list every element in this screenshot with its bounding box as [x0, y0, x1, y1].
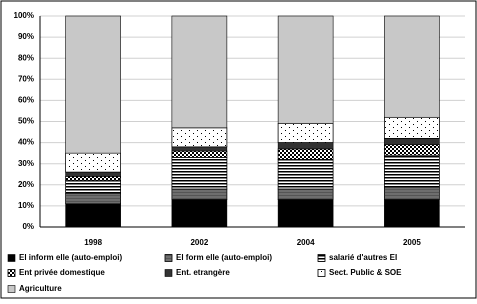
- bar-texture: [65, 176, 121, 181]
- y-tick-label: 0%: [22, 222, 34, 231]
- bar-texture: [384, 154, 440, 188]
- legend-label: Ent privée domestique: [19, 268, 105, 277]
- bar-texture: [277, 148, 334, 160]
- bar-texture: [277, 159, 334, 190]
- legend-texture: [317, 269, 326, 277]
- bar-texture: [171, 157, 228, 190]
- y-tick-label: 70%: [18, 74, 34, 83]
- bar-segment: [384, 199, 440, 228]
- x-tick-label: 2004: [297, 238, 315, 247]
- y-tick-label: 20%: [18, 180, 34, 189]
- y-tick-label: 60%: [18, 96, 34, 105]
- bar-segment: [384, 138, 440, 146]
- x-tick-label: 2005: [403, 238, 421, 247]
- bar-segment: [65, 171, 121, 177]
- legend-label: salarié d'autres EI: [329, 253, 397, 262]
- y-tick-label: 10%: [18, 201, 34, 210]
- legend-label: El form elle (auto-emploi): [176, 253, 272, 262]
- y-tick-label: 40%: [18, 138, 34, 147]
- bar-segment: [277, 199, 334, 228]
- bar-texture: [171, 188, 228, 200]
- bar-texture: [277, 188, 334, 200]
- y-tick-label: 30%: [18, 159, 34, 168]
- bar-segment: [384, 15, 440, 118]
- bar-texture: [65, 180, 121, 194]
- bar-texture: [65, 192, 121, 205]
- y-tick-label: 80%: [18, 53, 34, 62]
- y-tick-label: 90%: [18, 32, 34, 41]
- bar-segment: [171, 146, 228, 152]
- y-tick-label: 100%: [14, 11, 34, 20]
- legend-swatch: [7, 285, 16, 293]
- legend-label: El inform elle (auto-emploi): [19, 253, 122, 262]
- bar-segment: [65, 203, 121, 228]
- x-tick-label: 1998: [84, 238, 102, 247]
- bar-segment: [277, 15, 334, 124]
- bar-texture: [384, 116, 440, 139]
- x-tick-label: 2002: [190, 238, 208, 247]
- bar-texture: [65, 152, 121, 173]
- legend-swatch: [164, 269, 173, 277]
- bar-segment: [171, 15, 228, 129]
- legend-label: Agriculture: [19, 284, 62, 293]
- legend-label: Ent. etrangère: [176, 268, 230, 277]
- bar-segment: [277, 142, 334, 150]
- legend-texture: [164, 254, 173, 262]
- y-tick-label: 50%: [18, 117, 34, 126]
- bar-texture: [384, 144, 440, 156]
- bar-segment: [65, 15, 121, 154]
- bar-texture: [384, 186, 440, 200]
- legend-label: Sect. Public & SOE: [329, 268, 402, 277]
- legend-texture: [317, 254, 326, 262]
- bar-texture: [277, 123, 334, 143]
- bar-texture: [171, 150, 228, 158]
- legend-swatch: [7, 254, 16, 262]
- legend-texture: [7, 269, 16, 277]
- bar-texture: [171, 127, 228, 148]
- bar-segment: [171, 199, 228, 228]
